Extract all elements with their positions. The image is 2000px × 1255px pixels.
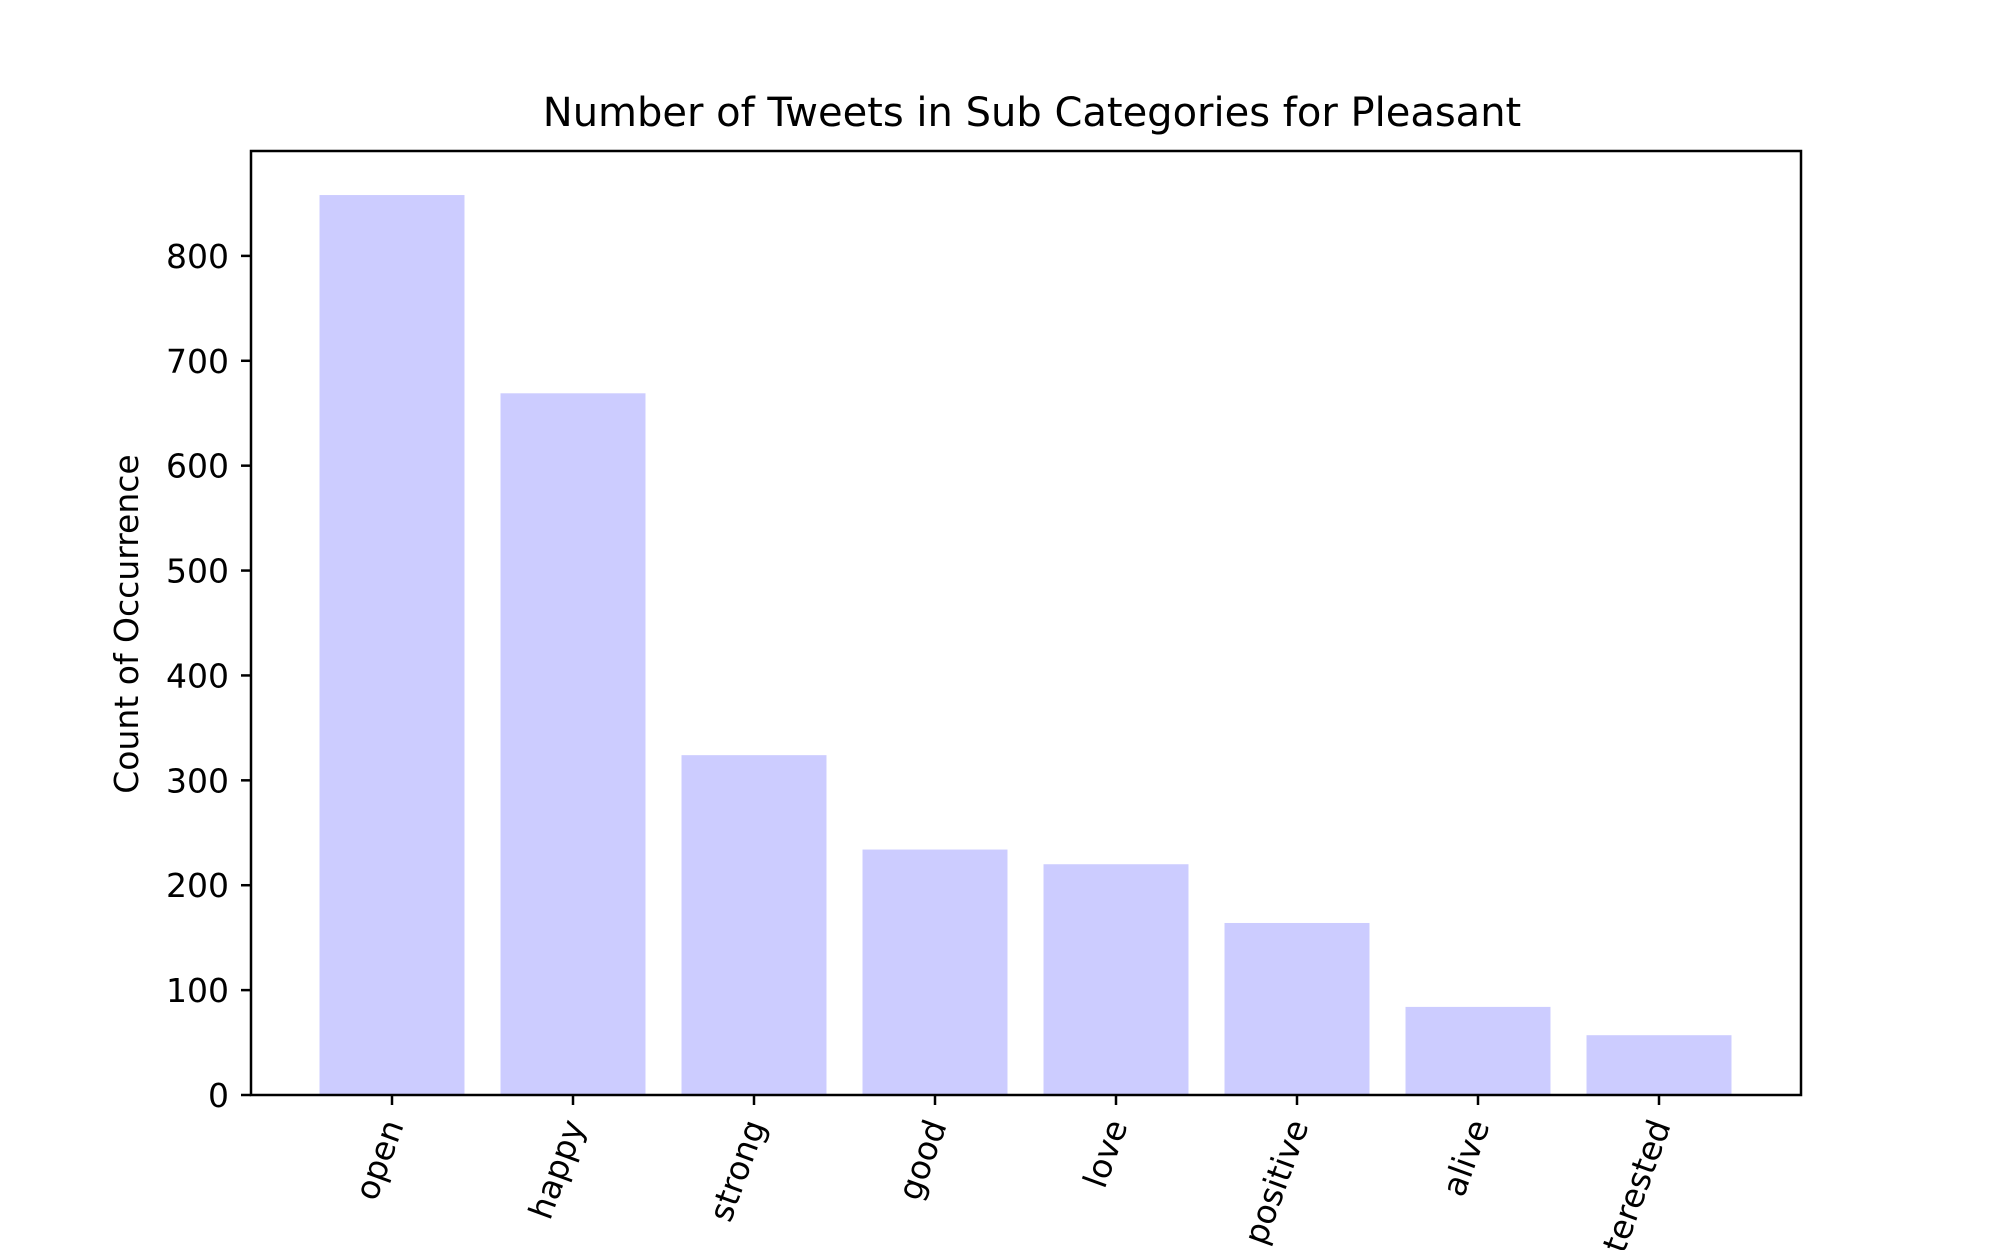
bar-positive	[1224, 922, 1370, 1095]
bar-interested	[1586, 1035, 1732, 1095]
x-tick-label-alive: alive	[1434, 1114, 1497, 1201]
bar-good	[862, 849, 1008, 1095]
bars-group	[319, 195, 1732, 1095]
y-tick-label: 300	[166, 761, 229, 800]
y-axis-ticks: 0 100 200 300 400 500 600 700 800	[166, 237, 251, 1115]
x-tick-label-positive: positive	[1236, 1114, 1317, 1249]
bar-strong	[681, 755, 827, 1095]
plot-area-frame	[249, 149, 1803, 1097]
x-axis-ticks: open happy strong good love positive alive inte…	[347, 1095, 1679, 1255]
x-tick-label-interested: interested	[1584, 1114, 1678, 1250]
bar-alive	[1405, 1006, 1551, 1095]
chart-title: Number of Tweets in Sub Categories for P…	[543, 90, 1521, 136]
bar-open	[319, 195, 465, 1095]
y-tick-label: 700	[166, 342, 229, 381]
x-tick-label-good: good	[890, 1114, 955, 1205]
bar-love	[1043, 864, 1189, 1095]
x-tick-label-strong: strong	[701, 1114, 774, 1226]
y-tick-label: 500	[166, 552, 229, 591]
x-tick-label-open: open	[347, 1114, 412, 1205]
y-tick-label: 800	[166, 237, 229, 276]
y-tick-label: 400	[166, 656, 229, 695]
x-tick-label-love: love	[1075, 1114, 1135, 1192]
x-tick-label-happy: happy	[521, 1114, 593, 1224]
y-tick-label: 0	[208, 1076, 229, 1115]
bar-happy	[500, 393, 646, 1095]
y-tick-label: 200	[166, 866, 229, 905]
y-axis-label: Count of Occurrence	[107, 454, 146, 793]
y-tick-label: 600	[166, 447, 229, 486]
y-tick-label: 100	[166, 971, 229, 1010]
